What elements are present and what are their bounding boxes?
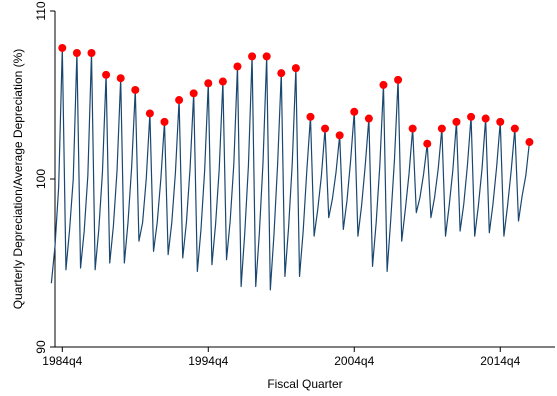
axes — [54, 11, 555, 348]
series-group — [50, 47, 531, 291]
q4-marker — [189, 89, 198, 98]
q4-marker — [58, 43, 67, 52]
q4-marker — [102, 70, 111, 79]
q4-marker — [262, 52, 271, 61]
q4-marker — [306, 112, 315, 121]
y-axis-title: Quarterly Depreciation/Average Depreciat… — [11, 49, 25, 310]
q4-markers — [58, 43, 534, 148]
q4-marker — [335, 131, 344, 140]
q4-marker — [379, 80, 388, 89]
q4-marker — [233, 62, 242, 71]
x-ticks: 1984q4 1994q4 2004q4 2014q4 — [42, 347, 521, 368]
q4-marker — [481, 114, 490, 123]
q4-marker — [437, 124, 446, 133]
series-line — [50, 47, 531, 291]
q4-marker — [467, 112, 476, 121]
q4-marker — [87, 49, 96, 57]
q4-marker — [72, 49, 81, 57]
q4-marker — [321, 124, 330, 133]
q4-marker — [510, 124, 519, 133]
q4-marker — [131, 85, 140, 94]
y-tick-label: 90 — [34, 340, 48, 354]
q4-marker — [218, 77, 227, 86]
q4-marker — [408, 124, 417, 133]
q4-marker — [525, 138, 534, 147]
q4-marker — [277, 69, 286, 78]
x-tick-label: 1984q4 — [42, 354, 82, 368]
y-tick-label: 110 — [34, 1, 48, 20]
q4-marker — [452, 117, 461, 126]
x-tick-label: 2004q4 — [334, 354, 374, 368]
q4-marker — [204, 79, 213, 88]
q4-marker — [160, 117, 169, 126]
q4-marker — [423, 139, 432, 148]
y-tick-label: 100 — [34, 169, 48, 189]
x-axis-title: Fiscal Quarter — [267, 377, 342, 391]
q4-marker — [394, 75, 403, 84]
q4-marker — [350, 107, 359, 116]
q4-marker — [116, 74, 125, 83]
q4-marker — [175, 96, 184, 105]
x-tick-label: 1994q4 — [188, 354, 228, 368]
q4-marker — [248, 52, 257, 61]
q4-marker — [364, 114, 373, 123]
q4-marker — [145, 109, 154, 118]
q4-marker — [496, 117, 505, 126]
x-tick-label: 2014q4 — [480, 354, 520, 368]
q4-marker — [291, 64, 300, 73]
y-ticks: 90 100 110 — [34, 1, 55, 354]
